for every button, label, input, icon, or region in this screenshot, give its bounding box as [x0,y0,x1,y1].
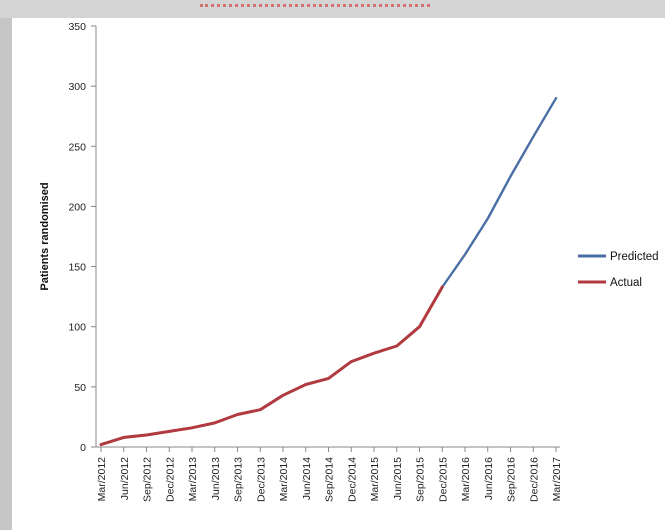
x-tick-label: Mar/2013 [187,457,199,502]
x-tick-label: Dec/2012 [164,457,176,502]
legend-label-actual: Actual [610,277,642,289]
y-tick-label: 50 [74,382,86,394]
x-tick-label: Jun/2012 [119,457,131,500]
x-tick-label: Mar/2016 [460,457,472,502]
y-tick-label: 150 [68,262,86,274]
x-tick-label: Dec/2014 [346,457,358,502]
x-tick-label: Sep/2012 [142,457,154,502]
legend-label-predicted: Predicted [610,251,659,263]
y-axis-title: Patients randomised [39,182,51,290]
y-tick-label: 300 [68,81,86,93]
x-tick-label: Sep/2013 [233,457,245,502]
x-tick-label: Mar/2012 [96,457,108,502]
x-tick-label: Mar/2014 [278,457,290,502]
x-tick-label: Jun/2015 [392,457,404,500]
x-tick-label: Jun/2013 [210,457,222,500]
x-tick-label: Sep/2014 [324,457,336,502]
x-tick-label: Mar/2017 [551,457,563,502]
x-tick-label: Jun/2014 [301,457,313,500]
chart-panel [12,18,665,530]
x-tick-label: Dec/2016 [528,457,540,502]
x-tick-label: Jun/2016 [483,457,495,500]
x-tick-label: Sep/2015 [415,457,427,502]
y-tick-label: 0 [80,442,86,454]
x-tick-label: Mar/2015 [369,457,381,502]
series-line-predicted [441,96,558,289]
x-tick-label: Dec/2013 [255,457,267,502]
y-tick-label: 200 [68,201,86,213]
series-line-actual [99,285,444,447]
cropped-title-strip [0,0,665,18]
x-tick-label: Sep/2016 [506,457,518,502]
y-tick-label: 250 [68,141,86,153]
y-tick-label: 350 [68,21,86,33]
cropped-title-fragment [200,0,430,7]
x-tick-label: Dec/2015 [437,457,449,502]
y-tick-label: 100 [68,322,86,334]
